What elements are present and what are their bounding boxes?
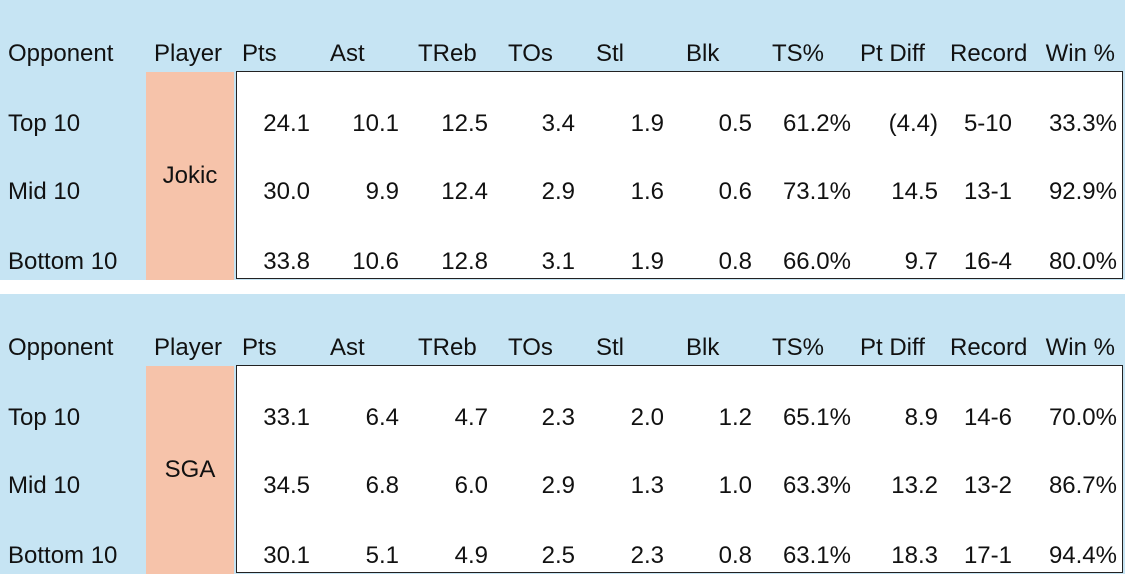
opponent-label: Top 10 [8, 404, 81, 431]
header-player: Player [154, 334, 223, 361]
value-ast: 6.4 [365, 404, 399, 431]
header-record: Record [950, 334, 1028, 361]
value-tos: 2.9 [541, 472, 575, 499]
header-ts-pct: TS% [772, 334, 825, 361]
value-record: 13-2 [963, 472, 1012, 499]
header-treb: TReb [418, 334, 477, 361]
value-ts-pct: 66.0% [782, 248, 851, 275]
value-stl: 2.0 [630, 404, 664, 431]
header-stl: Stl [596, 40, 625, 67]
data-box [236, 365, 1123, 573]
sga-stats-table: Opponent Player Pts Ast TReb TOs Stl Blk… [0, 294, 1125, 574]
header-blk: Blk [686, 40, 720, 67]
value-pts: 33.8 [263, 248, 310, 275]
header-player: Player [154, 40, 223, 67]
value-treb: 6.0 [454, 472, 488, 499]
header-tos: TOs [508, 334, 553, 361]
value-ts-pct: 63.1% [782, 542, 851, 569]
value-pt-diff: 18.3 [891, 542, 938, 569]
opponent-label: Bottom 10 [8, 542, 118, 569]
value-ts-pct: 61.2% [782, 110, 851, 137]
value-treb: 12.8 [441, 248, 488, 275]
value-pts: 30.0 [263, 178, 310, 205]
opponent-label: Mid 10 [8, 178, 81, 205]
value-record: 16-4 [963, 248, 1012, 275]
player-name: SGA [164, 456, 216, 483]
value-treb: 4.9 [454, 542, 488, 569]
value-pt-diff: 13.2 [891, 472, 938, 499]
value-pts: 33.1 [263, 404, 310, 431]
value-tos: 3.4 [541, 110, 575, 137]
value-tos: 2.5 [541, 542, 575, 569]
header-win-pct: Win % [1045, 40, 1115, 67]
value-stl: 1.9 [630, 110, 664, 137]
value-stl: 2.3 [630, 542, 664, 569]
value-pt-diff: 14.5 [891, 178, 938, 205]
value-tos: 3.1 [541, 248, 575, 275]
header-stl: Stl [596, 334, 625, 361]
value-tos: 2.3 [541, 404, 575, 431]
value-pts: 34.5 [263, 472, 310, 499]
opponent-label: Top 10 [8, 110, 81, 137]
value-win-pct: 94.4% [1048, 542, 1117, 569]
value-ast: 10.6 [352, 248, 399, 275]
header-tos: TOs [508, 40, 553, 67]
value-blk: 0.6 [718, 178, 752, 205]
header-ast: Ast [330, 40, 365, 67]
value-ast: 9.9 [365, 178, 399, 205]
header-opponent: Opponent [8, 334, 114, 361]
header-pts: Pts [242, 40, 277, 67]
header-blk: Blk [686, 334, 720, 361]
header-treb: TReb [418, 40, 477, 67]
value-ast: 5.1 [365, 542, 399, 569]
header-pts: Pts [242, 334, 277, 361]
opponent-label: Mid 10 [8, 472, 81, 499]
value-stl: 1.3 [630, 472, 664, 499]
value-ast: 6.8 [365, 472, 399, 499]
header-pt-diff: Pt Diff [860, 40, 925, 67]
value-record: 14-6 [963, 404, 1012, 431]
value-pt-diff: (4.4) [888, 110, 938, 137]
header-ast: Ast [330, 334, 365, 361]
header-ts-pct: TS% [772, 40, 825, 67]
value-blk: 0.5 [718, 110, 752, 137]
player-name: Jokic [162, 162, 218, 189]
value-ts-pct: 73.1% [782, 178, 851, 205]
value-blk: 0.8 [718, 248, 752, 275]
value-blk: 1.0 [718, 472, 752, 499]
value-record: 17-1 [963, 542, 1012, 569]
jokic-stats-table: Opponent Player Pts Ast TReb TOs Stl Blk… [0, 0, 1125, 280]
value-record: 5-10 [963, 110, 1012, 137]
opponent-label: Bottom 10 [8, 248, 118, 275]
value-ast: 10.1 [352, 110, 399, 137]
header-record: Record [950, 40, 1028, 67]
value-pt-diff: 9.7 [904, 248, 938, 275]
player-cell [146, 366, 234, 574]
header-win-pct: Win % [1045, 334, 1115, 361]
player-cell [146, 72, 234, 280]
header-opponent: Opponent [8, 40, 114, 67]
value-stl: 1.6 [630, 178, 664, 205]
value-record: 13-1 [963, 178, 1012, 205]
value-pts: 24.1 [263, 110, 310, 137]
value-win-pct: 92.9% [1048, 178, 1117, 205]
value-blk: 0.8 [718, 542, 752, 569]
value-pt-diff: 8.9 [904, 404, 938, 431]
value-blk: 1.2 [718, 404, 752, 431]
value-stl: 1.9 [630, 248, 664, 275]
value-win-pct: 80.0% [1048, 248, 1117, 275]
value-tos: 2.9 [541, 178, 575, 205]
value-win-pct: 33.3% [1048, 110, 1117, 137]
data-box [236, 71, 1123, 279]
header-pt-diff: Pt Diff [860, 334, 925, 361]
value-win-pct: 86.7% [1048, 472, 1117, 499]
value-treb: 12.5 [441, 110, 488, 137]
value-treb: 4.7 [454, 404, 488, 431]
value-ts-pct: 63.3% [782, 472, 851, 499]
value-pts: 30.1 [263, 542, 310, 569]
value-win-pct: 70.0% [1048, 404, 1117, 431]
value-treb: 12.4 [441, 178, 488, 205]
value-ts-pct: 65.1% [782, 404, 851, 431]
